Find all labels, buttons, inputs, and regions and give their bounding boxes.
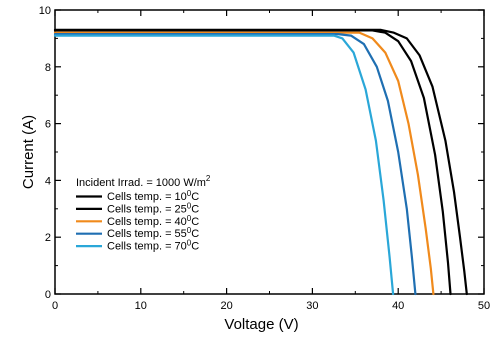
x-tick-label: 10 <box>135 300 147 312</box>
legend-label-1: Cells temp. = 100C <box>107 189 199 203</box>
legend-title: Incident Irrad. = 1000 W/m2 <box>76 174 211 189</box>
y-tick-label: 8 <box>45 62 51 74</box>
x-tick-label: 30 <box>306 300 318 312</box>
x-tick-label: 50 <box>478 300 490 312</box>
x-tick-label: 20 <box>220 300 232 312</box>
series-line-4 <box>53 32 417 296</box>
series-line-3 <box>53 31 435 296</box>
legend-label-4: Cells temp. = 550C <box>107 226 199 240</box>
legend-label-3: Cells temp. = 400C <box>107 214 199 228</box>
legend-label-5: Cells temp. = 700C <box>107 239 199 253</box>
legend: Incident Irrad. = 1000 W/m2 Cells temp. … <box>76 174 211 253</box>
y-tick-label: 10 <box>39 5 51 17</box>
y-tick-label: 6 <box>45 119 51 131</box>
y-tick-label: 4 <box>45 175 51 187</box>
y-axis-title: Current (A) <box>20 115 37 189</box>
legend-label-2: Cells temp. = 250C <box>107 201 199 215</box>
y-tick-label: 2 <box>45 232 51 244</box>
y-tick-label: 0 <box>45 289 51 301</box>
series-line-1 <box>53 28 468 296</box>
x-tick-label: 0 <box>52 300 58 312</box>
series-line-5 <box>53 34 395 296</box>
series-line-2 <box>53 29 452 296</box>
axis-ticks: 0 10 20 30 40 50 0 2 4 6 8 10 <box>39 5 490 312</box>
series-layer <box>53 28 468 296</box>
x-tick-label: 40 <box>392 300 404 312</box>
x-axis-title: Voltage (V) <box>224 316 298 333</box>
